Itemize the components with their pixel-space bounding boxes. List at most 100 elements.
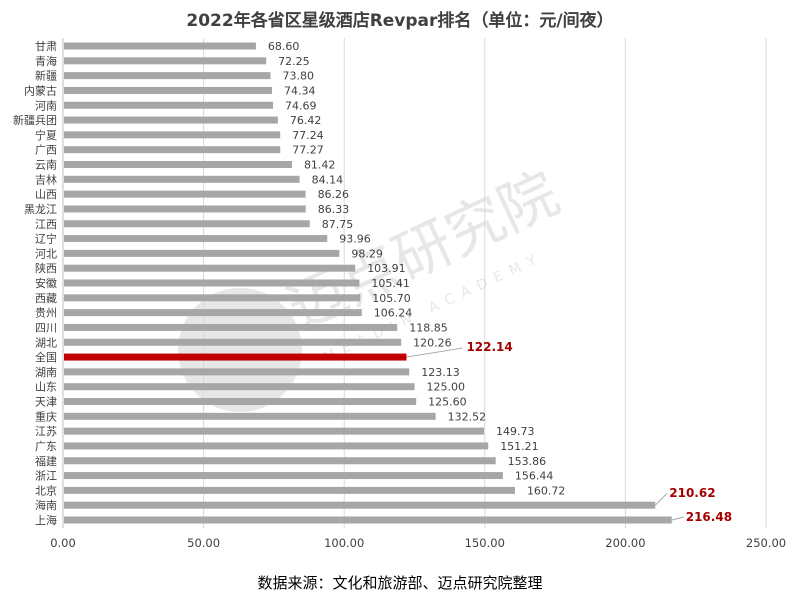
data-label: 153.86 <box>508 455 546 468</box>
category-label: 海南 <box>35 498 57 512</box>
leader-line <box>671 516 684 521</box>
bar <box>64 249 340 257</box>
bar <box>64 353 407 361</box>
bar <box>64 131 281 139</box>
data-label: 84.14 <box>312 173 344 186</box>
bar <box>64 501 656 509</box>
bar <box>64 398 417 405</box>
data-label: 151.21 <box>500 440 539 453</box>
bar <box>64 220 310 228</box>
data-label: 149.73 <box>496 425 535 438</box>
leader-line <box>406 347 463 358</box>
category-label: 北京 <box>35 483 57 497</box>
data-label: 72.25 <box>278 55 310 68</box>
category-label: 西藏 <box>35 292 57 305</box>
bar <box>64 57 267 65</box>
bar <box>64 146 281 154</box>
data-source: 数据来源：文化和旅游部、迈点研究院整理 <box>257 574 543 592</box>
data-label: 125.60 <box>428 396 467 409</box>
data-label: 81.42 <box>304 159 336 172</box>
category-label: 安徽 <box>35 276 57 290</box>
data-label: 210.62 <box>669 486 715 500</box>
category-label: 广西 <box>35 144 57 157</box>
data-label: 103.91 <box>367 262 406 275</box>
data-label: 73.80 <box>283 70 315 83</box>
bar <box>64 412 436 420</box>
watermark-logo <box>178 288 302 412</box>
category-label: 全国 <box>35 350 57 364</box>
bar <box>64 457 496 465</box>
category-label: 山东 <box>35 381 57 394</box>
category-label: 陕西 <box>35 261 57 275</box>
data-label: 74.34 <box>284 84 316 97</box>
category-label: 河北 <box>35 247 57 260</box>
category-label: 内蒙古 <box>24 83 57 97</box>
bar <box>64 72 271 80</box>
category-label: 黑龙江 <box>24 203 57 216</box>
leader-line <box>654 492 668 506</box>
category-label: 甘肃 <box>35 40 57 53</box>
data-label: 156.44 <box>515 470 554 483</box>
data-label: 86.26 <box>318 188 350 201</box>
bar <box>64 116 278 124</box>
bar <box>64 516 672 524</box>
category-label: 吉林 <box>35 172 57 186</box>
bar <box>64 323 398 331</box>
data-label: 98.29 <box>351 247 383 260</box>
bar <box>64 205 306 213</box>
bar <box>64 294 361 302</box>
data-label: 132.52 <box>448 410 487 423</box>
x-tick-label: 50.00 <box>187 536 220 550</box>
data-label: 216.48 <box>686 510 732 524</box>
data-label: 105.41 <box>371 277 410 290</box>
category-label: 贵州 <box>35 307 57 320</box>
data-label: 77.24 <box>292 129 324 142</box>
bar <box>64 472 503 480</box>
category-label: 云南 <box>35 159 57 172</box>
bar <box>64 486 515 494</box>
category-label: 青海 <box>35 54 57 68</box>
x-tick-label: 150.00 <box>465 536 505 550</box>
category-label: 广东 <box>35 440 57 453</box>
data-label: 106.24 <box>374 307 413 320</box>
bar <box>64 190 306 198</box>
bar <box>64 264 356 272</box>
category-label: 河南 <box>35 99 57 112</box>
data-label: 105.70 <box>372 292 411 305</box>
category-label: 新疆 <box>35 69 57 83</box>
data-label: 123.13 <box>421 366 460 379</box>
bar <box>64 101 274 109</box>
bar <box>64 42 256 50</box>
bar <box>64 338 402 346</box>
data-label: 87.75 <box>322 218 354 231</box>
bar <box>64 279 360 287</box>
category-label: 宁夏 <box>35 128 57 142</box>
bar <box>64 383 415 391</box>
category-label: 山西 <box>35 188 57 201</box>
chart-title: 2022年各省区星级酒店Revpar排名（单位：元/间夜） <box>186 11 614 31</box>
category-label: 湖南 <box>35 366 57 379</box>
data-label: 125.00 <box>427 381 466 394</box>
bar <box>64 309 362 317</box>
category-label: 江西 <box>35 218 57 231</box>
category-label: 重庆 <box>35 409 57 423</box>
data-label: 77.27 <box>292 144 324 157</box>
data-label: 122.14 <box>466 340 512 354</box>
x-tick-label: 200.00 <box>605 536 645 550</box>
data-label: 74.69 <box>285 99 317 112</box>
bar <box>64 86 273 94</box>
bar <box>64 427 485 435</box>
data-label: 93.96 <box>339 233 371 246</box>
category-label: 辽宁 <box>35 232 57 246</box>
data-label: 86.33 <box>318 203 350 216</box>
category-label: 四川 <box>35 321 57 334</box>
bar <box>64 442 489 450</box>
bar <box>64 368 410 376</box>
category-label: 福建 <box>35 454 57 468</box>
category-label: 江苏 <box>35 425 57 438</box>
x-tick-label: 100.00 <box>324 536 364 550</box>
bar <box>64 175 300 183</box>
data-label: 160.72 <box>527 484 566 497</box>
category-label: 湖北 <box>35 336 57 349</box>
